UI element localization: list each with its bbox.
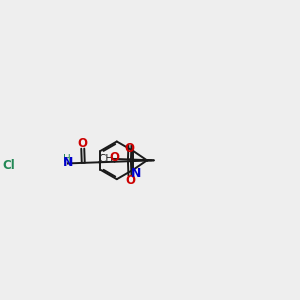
Text: Cl: Cl (2, 159, 15, 172)
Text: O: O (125, 174, 135, 187)
Text: H: H (63, 154, 70, 164)
Text: O: O (78, 137, 88, 150)
Text: CH₃: CH₃ (98, 154, 118, 164)
Text: N: N (62, 156, 73, 169)
Text: O: O (124, 142, 134, 155)
Text: N: N (131, 167, 141, 180)
Text: O: O (110, 151, 119, 164)
